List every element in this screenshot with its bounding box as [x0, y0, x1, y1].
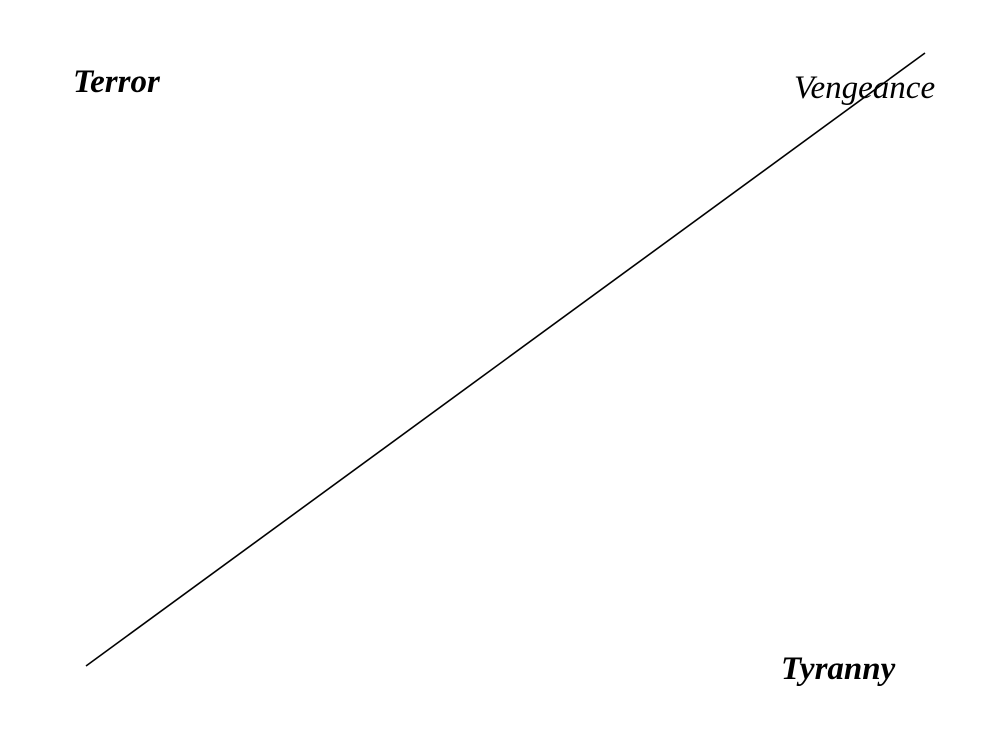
terror-label: Terror	[73, 64, 160, 100]
diagonal-line	[85, 52, 926, 667]
vengeance-label: Vengeance	[794, 70, 936, 106]
tyranny-label: Tyranny	[781, 651, 896, 687]
